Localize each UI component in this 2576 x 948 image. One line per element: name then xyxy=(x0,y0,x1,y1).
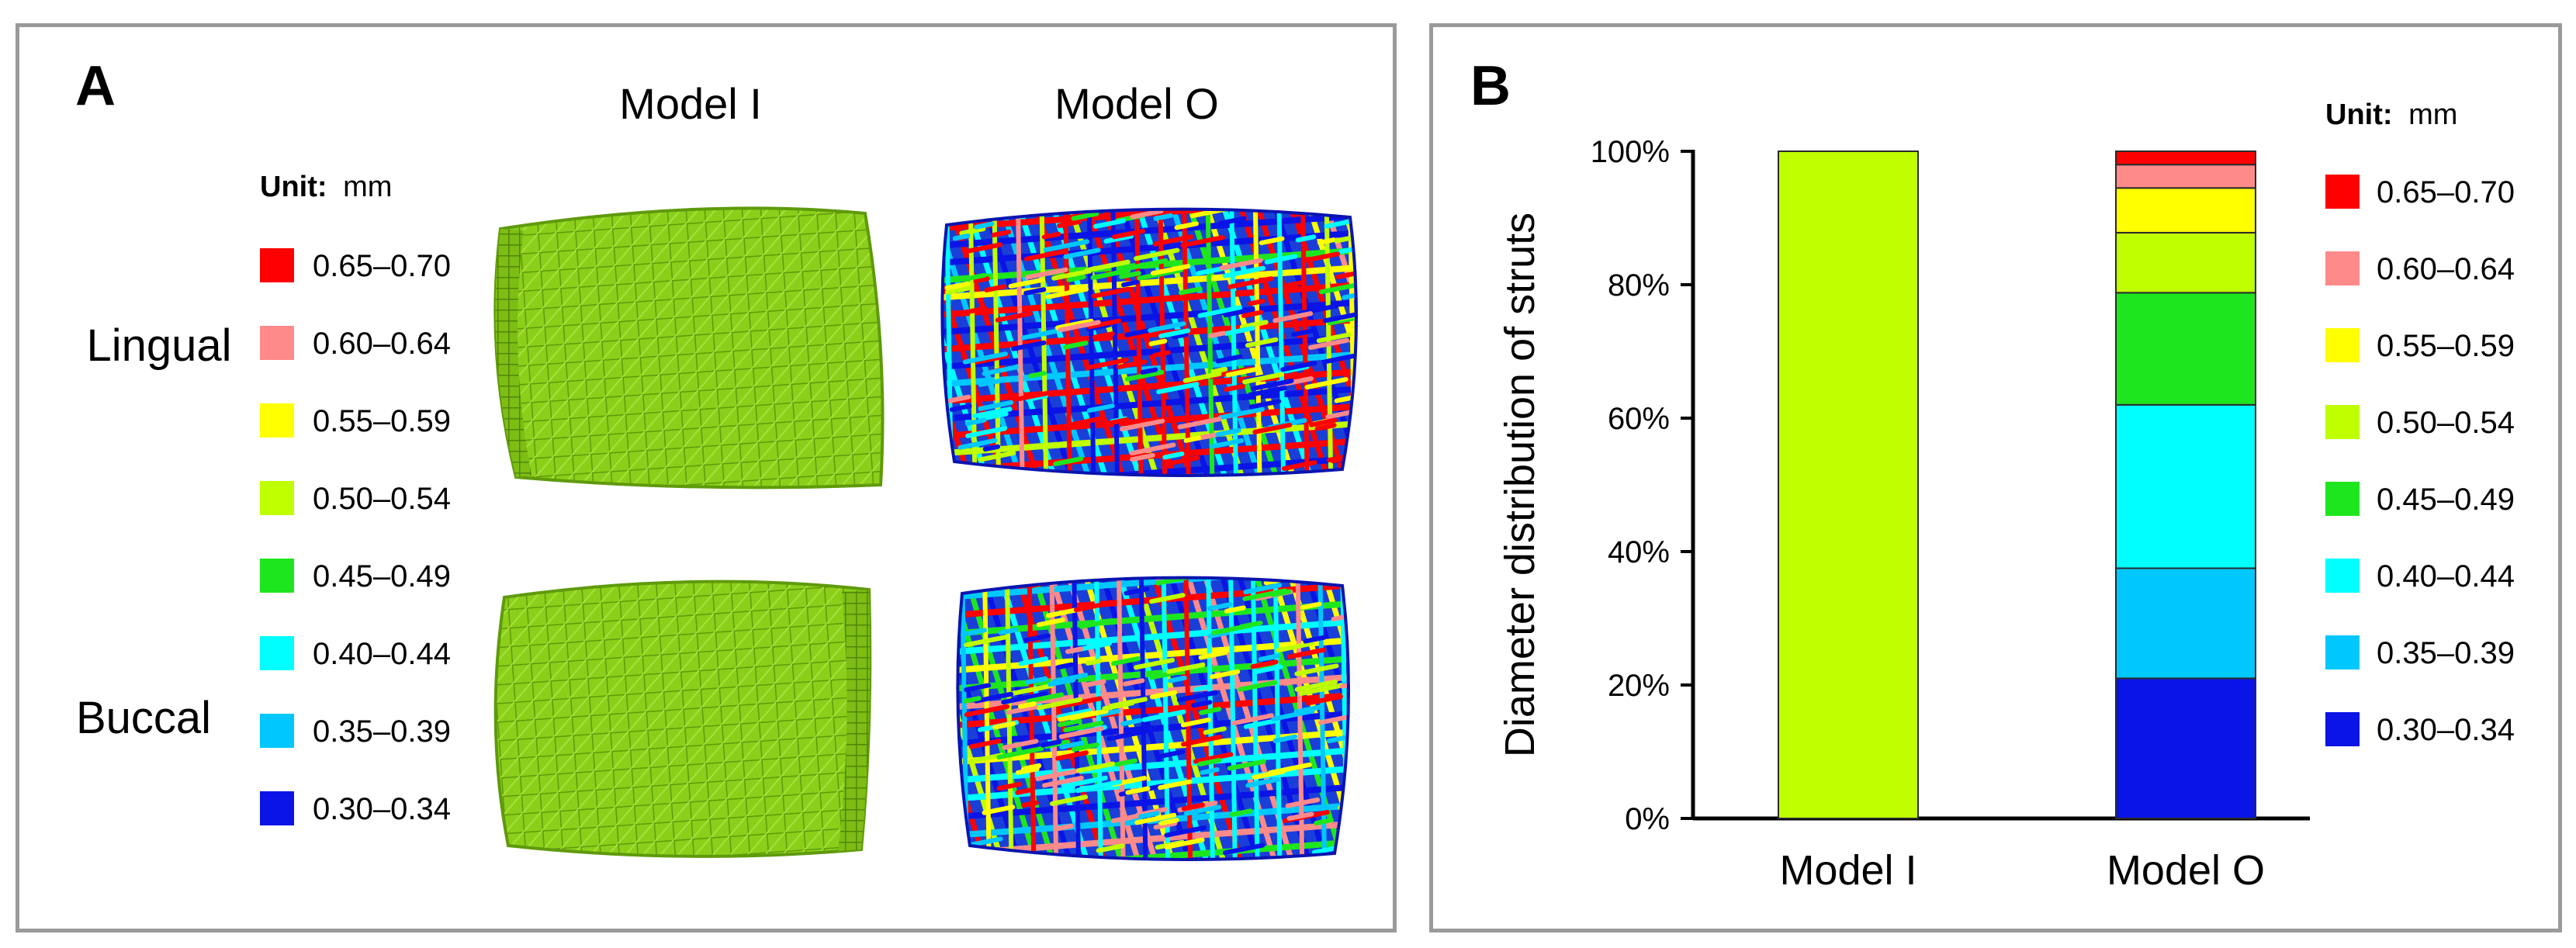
legend-b-label: 0.45–0.49 xyxy=(2377,483,2515,517)
legend-b-label: 0.30–0.34 xyxy=(2377,713,2515,747)
y-tick-label: 60% xyxy=(1608,402,1670,436)
model-o-buccal-image xyxy=(956,576,1350,861)
legend-a-label: 0.40–0.44 xyxy=(313,637,451,671)
x-tick-label: Model O xyxy=(2107,847,2265,894)
legend-b-label: 0.50–0.54 xyxy=(2377,406,2515,440)
row-label-buccal: Buccal xyxy=(76,693,211,743)
legend-a-swatch xyxy=(260,326,294,360)
legend-a-label: 0.50–0.54 xyxy=(313,482,451,516)
panel-a-letter: A xyxy=(75,55,116,117)
legend-a-swatch xyxy=(260,791,294,825)
y-tick-label: 0% xyxy=(1625,802,1670,836)
legend-b-unit: Unit: mm xyxy=(2325,99,2457,131)
bar-segment xyxy=(2115,567,2256,680)
legend-b-label: 0.65–0.70 xyxy=(2377,175,2515,209)
legend-b-label: 0.55–0.59 xyxy=(2377,329,2515,363)
legend-a: 0.65–0.70 0.60–0.64 0.55–0.59 0.50–0.54 0.45… xyxy=(260,248,451,826)
panel-b: B Diameter distribution of struts Unit: … xyxy=(1429,23,2562,932)
legend-a-unit-label: Unit: xyxy=(260,171,327,203)
panel-b-chart: B Diameter distribution of struts Unit: … xyxy=(1470,55,2515,894)
bar-segment xyxy=(2115,231,2256,294)
panel-a-figure: A Model I Model O Lingual Buccal Unit: m… xyxy=(75,55,1358,861)
x-tick-label: Model I xyxy=(1779,847,1916,894)
legend-b-swatch xyxy=(2325,328,2360,362)
y-tick-label: 100% xyxy=(1591,135,1670,169)
legend-a-label: 0.35–0.39 xyxy=(313,714,451,749)
model-o-lingual-image xyxy=(940,207,1358,477)
legend-a-label: 0.60–0.64 xyxy=(313,327,451,361)
row-label-lingual: Lingual xyxy=(86,320,231,371)
legend-a-unit-value: mm xyxy=(343,171,392,203)
legend-b: 0.65–0.70 0.60–0.64 0.55–0.59 0.50–0.54 0.45… xyxy=(2325,175,2515,747)
col-label-model-i: Model I xyxy=(619,79,762,128)
legend-b-label: 0.60–0.64 xyxy=(2377,252,2515,286)
model-i-lingual-image xyxy=(493,206,885,490)
bar-segment xyxy=(2115,164,2256,189)
legend-b-swatch xyxy=(2325,635,2360,669)
legend-a-label: 0.65–0.70 xyxy=(313,249,451,283)
legend-b-swatch xyxy=(2325,559,2360,593)
legend-a-swatch xyxy=(260,481,294,515)
panel-a: A Model I Model O Lingual Buccal Unit: m… xyxy=(16,23,1397,932)
y-axis-title: Diameter distribution of struts xyxy=(1497,213,1543,757)
legend-a-swatch xyxy=(260,559,294,593)
bar-segment xyxy=(2115,151,2256,166)
legend-b-swatch xyxy=(2325,482,2360,516)
legend-a-swatch xyxy=(260,636,294,670)
panel-b-letter: B xyxy=(1470,55,1511,117)
bar-segment xyxy=(2115,677,2256,820)
y-tick-label: 80% xyxy=(1608,268,1670,303)
legend-a-swatch xyxy=(260,714,294,748)
legend-b-swatch xyxy=(2325,405,2360,439)
legend-a-unit: Unit: mm xyxy=(260,171,392,203)
legend-b-unit-value: mm xyxy=(2408,99,2457,131)
bar-segment xyxy=(2115,403,2256,569)
legend-a-label: 0.30–0.34 xyxy=(313,792,451,826)
bar-segment xyxy=(2115,187,2256,234)
y-tick-label: 40% xyxy=(1608,535,1670,569)
legend-a-swatch xyxy=(260,248,294,282)
chart-marks: 0% 20% 40% 60% 80% 100% Model I Model O xyxy=(1591,135,2310,894)
legend-a-label: 0.45–0.49 xyxy=(313,559,451,593)
legend-a-label: 0.55–0.59 xyxy=(313,404,451,438)
legend-b-label: 0.35–0.39 xyxy=(2377,636,2515,670)
bar-segment xyxy=(2115,292,2256,406)
col-label-model-o: Model O xyxy=(1054,79,1219,128)
legend-b-swatch xyxy=(2325,175,2360,209)
legend-a-swatch xyxy=(260,403,294,438)
model-i-buccal-image xyxy=(493,580,872,858)
legend-b-unit-label: Unit: xyxy=(2325,99,2393,131)
legend-b-label: 0.40–0.44 xyxy=(2377,559,2515,593)
legend-b-swatch xyxy=(2325,251,2360,285)
y-tick-label: 20% xyxy=(1608,669,1670,703)
legend-b-swatch xyxy=(2325,712,2360,746)
bar-segment xyxy=(1778,151,1919,819)
